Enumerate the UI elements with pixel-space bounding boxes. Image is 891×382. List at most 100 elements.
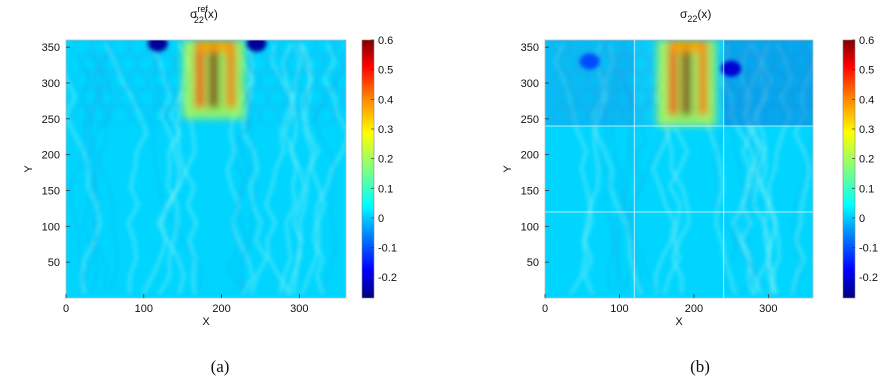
low-stress-chain xyxy=(724,54,763,291)
particle-outline xyxy=(110,40,130,56)
colorbar xyxy=(361,39,375,299)
force-chain xyxy=(226,43,254,295)
band-peak-0 xyxy=(195,40,205,109)
force-chain xyxy=(292,43,320,295)
low-stress-chain xyxy=(223,54,253,292)
force-chain xyxy=(744,43,780,295)
colorbar-tick-label: 0.6 xyxy=(378,35,393,47)
chart-title: σ22(x) xyxy=(680,7,711,24)
x-tick-label: 100 xyxy=(610,303,628,315)
particle-outline xyxy=(118,88,138,108)
band-peak-1 xyxy=(209,40,219,109)
y-tick-label: 150 xyxy=(521,186,539,198)
particle-outline xyxy=(304,88,324,108)
particle-outline xyxy=(73,105,93,125)
force-chain xyxy=(301,43,325,295)
panel-caption: (b) xyxy=(690,357,710,376)
particle-outline xyxy=(91,71,111,91)
colorbar-tick-label: -0.1 xyxy=(378,243,397,255)
particle-outline xyxy=(80,54,100,74)
high-stress-band xyxy=(182,40,245,119)
heatmap-field xyxy=(545,40,813,298)
title-symbol: σ xyxy=(680,7,688,21)
subdomain-top-left xyxy=(545,40,635,126)
band-peak-1 xyxy=(681,40,691,116)
particle-outline xyxy=(342,56,346,72)
particle-outline xyxy=(297,71,317,91)
particle-outline xyxy=(334,40,346,56)
y-tick-label: 100 xyxy=(42,221,60,233)
particle-outline xyxy=(323,88,343,108)
x-tick-label: 300 xyxy=(759,303,777,315)
title-argument: (x) xyxy=(697,7,711,21)
particle-outline xyxy=(136,88,156,108)
low-stress-chain xyxy=(622,54,659,292)
low-stress-chain xyxy=(224,54,258,291)
low-stress-chain xyxy=(600,54,625,291)
panel-caption: (a) xyxy=(211,357,230,376)
force-chain xyxy=(767,43,792,295)
heatmap-field xyxy=(66,40,346,298)
title-subscript: 22 xyxy=(687,14,697,24)
low-stress-chain xyxy=(607,54,626,291)
band-top xyxy=(198,40,230,52)
low-stress-spot-1 xyxy=(579,53,600,70)
y-tick-label: 100 xyxy=(521,221,539,233)
low-stress-chain xyxy=(86,54,109,291)
y-tick-label: 250 xyxy=(42,114,60,126)
particle-outline xyxy=(267,54,287,74)
plot-frame xyxy=(65,39,347,299)
band-peak-0 xyxy=(668,40,678,116)
force-chain xyxy=(791,43,813,295)
particle-outline xyxy=(267,88,287,108)
particle-outline xyxy=(99,88,119,108)
colorbar-tick-label: -0.2 xyxy=(378,272,397,284)
particle-outline xyxy=(155,88,175,108)
colorbar-tick-label: 0.6 xyxy=(859,35,874,47)
x-tick-label: 100 xyxy=(135,303,153,315)
particle-outline xyxy=(297,105,317,125)
band-peak-2 xyxy=(698,40,708,116)
subdomain-top-right xyxy=(723,40,813,126)
particle-outline xyxy=(73,40,93,56)
particle-outline xyxy=(315,105,335,125)
force-chain xyxy=(731,43,754,295)
force-chain xyxy=(591,43,643,295)
y-tick-label: 50 xyxy=(527,257,539,269)
plot-frame xyxy=(544,39,814,299)
particle-outline xyxy=(304,54,324,74)
particle-outline xyxy=(110,105,130,125)
force-chain xyxy=(720,43,770,295)
particle-outline xyxy=(147,71,167,91)
title-symbol: σ xyxy=(190,7,198,21)
particle-outline xyxy=(259,71,279,91)
band-peak-2 xyxy=(226,40,236,109)
particle-outline xyxy=(334,71,346,91)
particle-outline xyxy=(323,54,343,74)
stress-texture xyxy=(66,43,346,295)
particle-outline xyxy=(278,71,298,91)
particle-outline xyxy=(334,105,346,125)
particle-outline xyxy=(129,105,149,125)
particle-outline xyxy=(155,54,175,74)
y-tick-label: 50 xyxy=(48,257,60,269)
y-tick-label: 150 xyxy=(42,186,60,198)
force-chain xyxy=(104,43,148,295)
particle-outline xyxy=(808,55,813,72)
force-chain xyxy=(554,43,592,295)
particle-outline xyxy=(808,90,813,106)
y-axis-label: Y xyxy=(502,165,514,173)
particle-outline xyxy=(297,40,317,56)
particle-outline xyxy=(80,88,100,108)
particle-outline xyxy=(278,40,298,56)
particle-outline xyxy=(91,105,111,125)
colorbar-tick-label: 0.2 xyxy=(378,154,393,166)
low-stress-chain xyxy=(731,54,755,292)
particle-outline xyxy=(286,88,306,108)
particle-outline xyxy=(73,71,93,91)
colorbar-tick-label: 0.3 xyxy=(859,124,874,136)
y-tick-label: 300 xyxy=(521,78,539,90)
particle-outline xyxy=(801,40,813,56)
colorbar-tick-label: 0.5 xyxy=(378,65,393,77)
